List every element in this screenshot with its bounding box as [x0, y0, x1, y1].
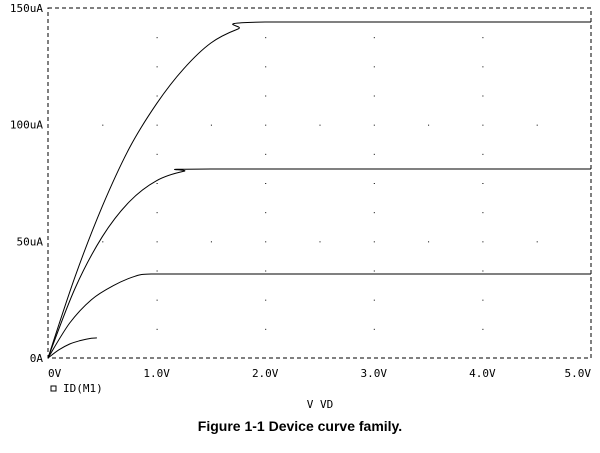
y-tick-label: 50uA — [17, 235, 44, 248]
grid-dot — [482, 95, 484, 97]
grid-dot — [156, 153, 158, 155]
grid-dot — [156, 328, 158, 330]
y-tick-label: 0A — [30, 352, 44, 365]
grid-dot — [265, 37, 267, 39]
grid-dot — [373, 299, 375, 301]
grid-dot — [156, 241, 158, 243]
grid-dot — [265, 124, 267, 126]
grid-dot — [156, 124, 158, 126]
x-tick-label: 1.0V — [143, 367, 170, 380]
grid-dot — [373, 66, 375, 68]
grid-dot — [536, 241, 538, 243]
grid-dot — [482, 328, 484, 330]
grid-dot — [319, 241, 321, 243]
x-axis-ticks: 0V 1.0V 2.0V 3.0V 4.0V 5.0V — [48, 367, 591, 380]
grid-dot — [428, 124, 430, 126]
x-tick-label: 3.0V — [361, 367, 388, 380]
grid-dot — [265, 328, 267, 330]
y-tick-label: 100uA — [10, 119, 43, 132]
device-curve-chart: 0V 1.0V 2.0V 3.0V 4.0V 5.0V 0A50uA100uA150uA … — [10, 2, 592, 410]
grid-dot — [265, 66, 267, 68]
grid-dot — [482, 241, 484, 243]
grid-dot — [373, 241, 375, 243]
grid-dot — [265, 95, 267, 97]
grid-dot — [373, 153, 375, 155]
grid-dot — [156, 66, 158, 68]
grid-dot — [373, 37, 375, 39]
x-tick-label: 4.0V — [469, 367, 496, 380]
grid-dot — [482, 37, 484, 39]
grid-dot — [536, 124, 538, 126]
y-tick-label: 150uA — [10, 2, 43, 15]
grid-dot — [156, 95, 158, 97]
grid-dot — [373, 183, 375, 184]
series-group — [47, 21, 591, 359]
grid-dot — [319, 124, 321, 126]
figure-caption: Figure 1-1 Device curve family. — [197, 418, 403, 434]
grid-dot — [265, 153, 267, 155]
grid-dot — [102, 241, 104, 243]
series-line-2 — [47, 273, 591, 359]
grid-dot — [482, 153, 484, 155]
grid-dot — [373, 212, 375, 214]
x-tick-label: 2.0V — [252, 367, 279, 380]
grid-dots — [102, 37, 538, 330]
series-line-4 — [47, 21, 591, 359]
grid-dot — [156, 183, 158, 184]
grid-dot — [482, 212, 484, 214]
grid-dot — [156, 299, 158, 301]
x-axis-label: V_VD — [307, 398, 334, 410]
grid-dot — [373, 270, 375, 272]
legend: ID(M1) — [50, 382, 103, 395]
grid-dot — [482, 66, 484, 68]
grid-dot — [373, 95, 375, 97]
x-tick-label: 0V — [48, 367, 62, 380]
grid-dot — [482, 183, 484, 184]
grid-dot — [210, 241, 212, 243]
grid-dot — [373, 328, 375, 330]
grid-dot — [156, 37, 158, 39]
series-line-3 — [47, 168, 591, 359]
grid-dot — [265, 183, 267, 184]
grid-dot — [373, 124, 375, 126]
grid-dot — [265, 299, 267, 301]
grid-dot — [265, 270, 267, 272]
plot-frame — [47, 7, 592, 359]
grid-dot — [482, 124, 484, 126]
grid-dot — [482, 270, 484, 272]
y-axis-ticks: 0A 50uA 100uA 150uA — [10, 2, 43, 365]
x-tick-label: 5.0V — [565, 367, 592, 380]
legend-marker-square — [50, 385, 57, 392]
grid-dot — [102, 124, 104, 126]
grid-dot — [265, 212, 267, 214]
grid-dot — [428, 241, 430, 243]
grid-dot — [482, 299, 484, 301]
grid-dot — [265, 241, 267, 243]
series-line-1 — [47, 337, 97, 359]
grid-dot — [210, 124, 212, 126]
legend-label: ID(M1) — [63, 382, 103, 395]
grid-dot — [156, 212, 158, 214]
grid-dot — [156, 270, 158, 272]
